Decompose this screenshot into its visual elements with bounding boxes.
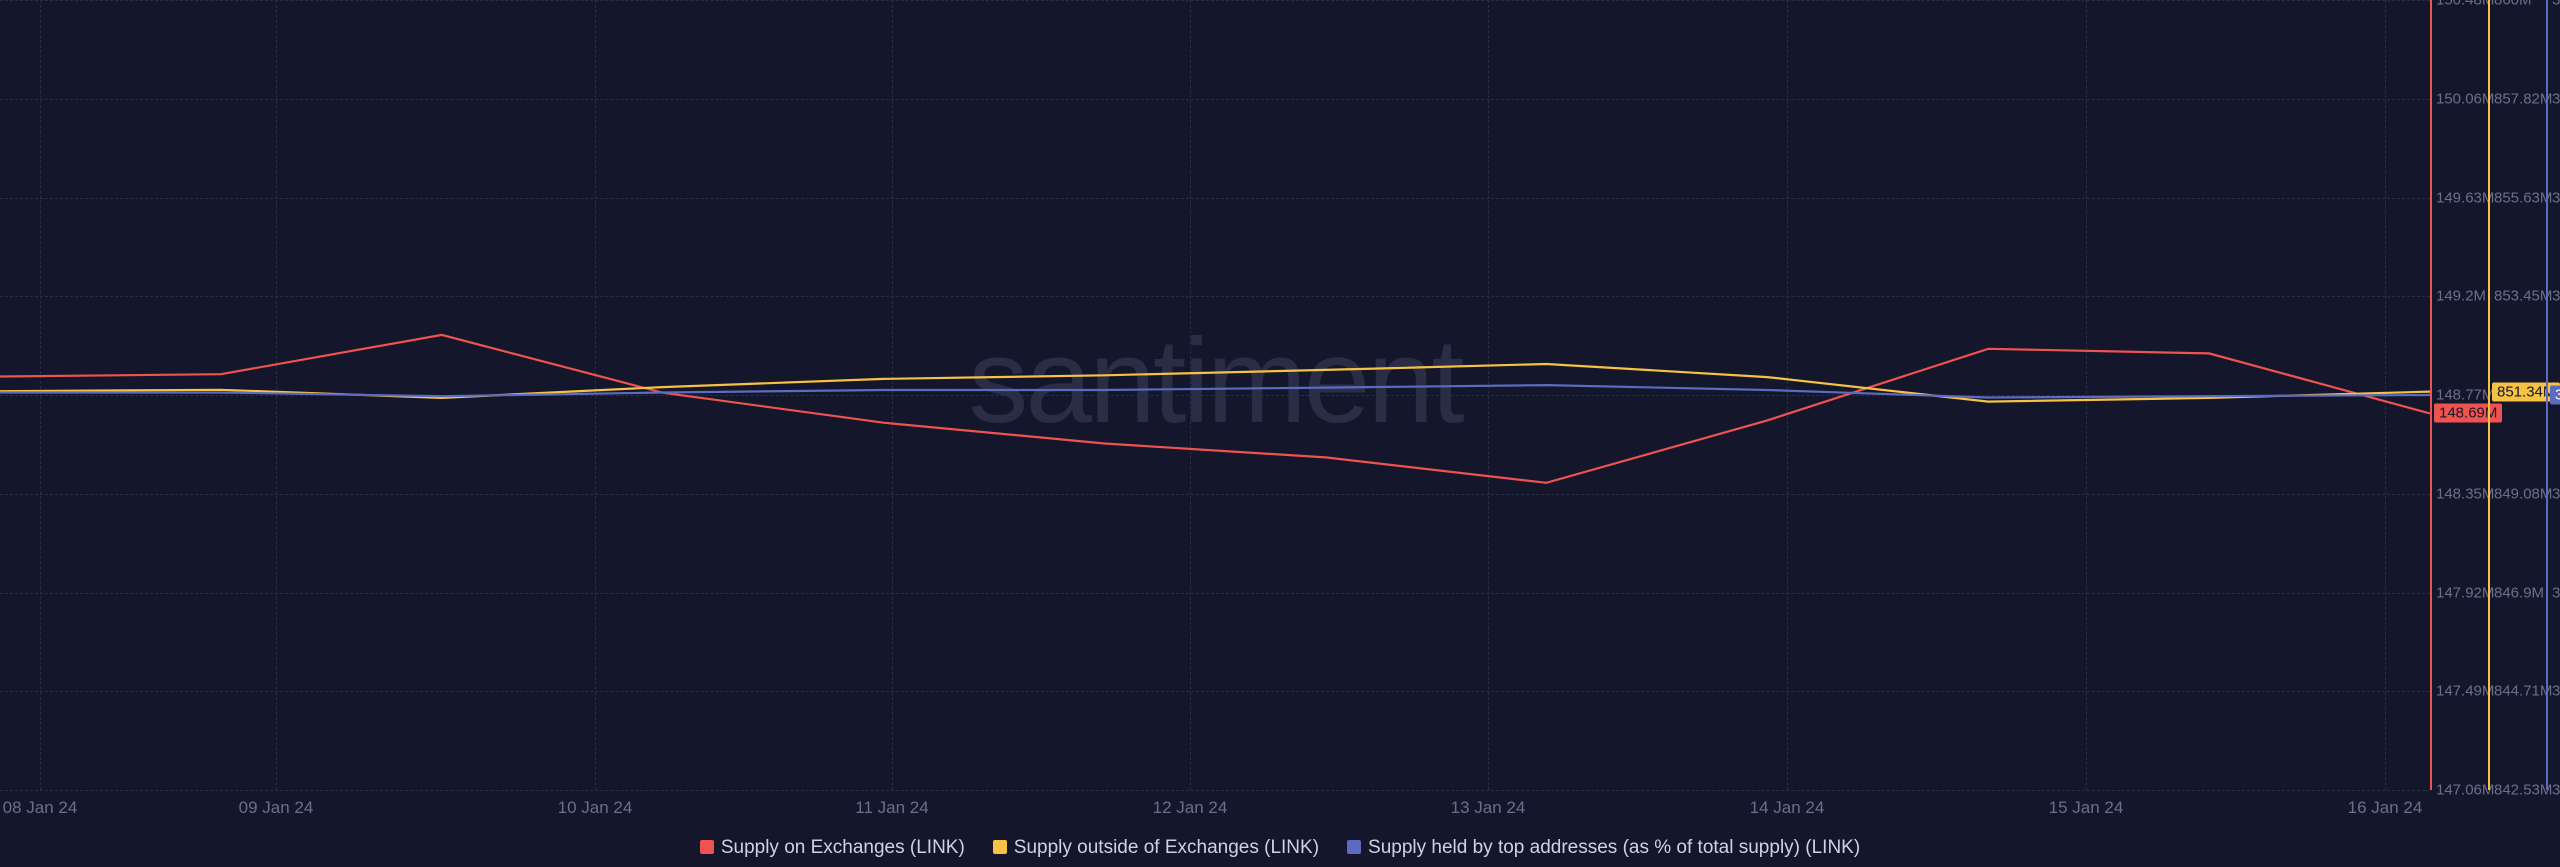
gridline-v xyxy=(276,0,277,790)
y-tick-label: 860M xyxy=(2494,0,2532,9)
legend-item[interactable]: Supply outside of Exchanges (LINK) xyxy=(993,837,1319,859)
axis-color-line xyxy=(2430,0,2432,790)
gridline-h xyxy=(0,593,2430,594)
y-tick-label: 849.08M xyxy=(2494,485,2552,502)
legend-swatch xyxy=(700,840,714,854)
y-tick-label: 147.49M xyxy=(2436,683,2494,700)
gridline-v xyxy=(2086,0,2087,790)
axis-color-line xyxy=(2546,0,2548,790)
gridline-h xyxy=(0,99,2430,100)
chart-container: santiment 08 Jan 24 09 Jan 24 10 Jan 24 11 … xyxy=(0,0,2560,867)
y-tick-label: 32.046 xyxy=(2552,189,2560,206)
x-tick-label: 09 Jan 24 xyxy=(239,798,314,818)
axis-current-marker: 148.69M xyxy=(2434,404,2502,423)
y-tick-label: 149.2M xyxy=(2436,288,2486,305)
x-tick-label: 10 Jan 24 xyxy=(558,798,633,818)
axis-current-marker: 31.886 xyxy=(2550,386,2560,405)
legend-label: Supply on Exchanges (LINK) xyxy=(721,837,965,858)
x-tick-label: 08 Jan 24 xyxy=(3,798,78,818)
gridline-h xyxy=(0,198,2430,199)
gridline-v xyxy=(892,0,893,790)
legend-item[interactable]: Supply on Exchanges (LINK) xyxy=(700,837,965,859)
y-tick-label: 842.53M xyxy=(2494,782,2552,799)
legend-label: Supply outside of Exchanges (LINK) xyxy=(1014,837,1319,858)
legend: Supply on Exchanges (LINK) Supply outside… xyxy=(0,837,2560,859)
y-tick-label: 150.48M xyxy=(2436,0,2494,9)
y-tick-label: 31.727 xyxy=(2552,584,2560,601)
gridline-v xyxy=(2385,0,2386,790)
y-tick-label: 844.71M xyxy=(2494,683,2552,700)
gridline-v xyxy=(595,0,596,790)
y-tick-label: 147.92M xyxy=(2436,584,2494,601)
y-tick-label: 857.82M xyxy=(2494,90,2552,107)
gridline-v xyxy=(1787,0,1788,790)
axis-color-line xyxy=(2488,0,2490,790)
legend-swatch xyxy=(1347,840,1361,854)
gridline-v xyxy=(1190,0,1191,790)
x-tick-label: 16 Jan 24 xyxy=(2348,798,2423,818)
y-tick-label: 853.45M xyxy=(2494,288,2552,305)
y-tick-label: 32.125 xyxy=(2552,90,2560,107)
legend-swatch xyxy=(993,840,1007,854)
gridline-h xyxy=(0,395,2430,396)
x-tick-label: 15 Jan 24 xyxy=(2049,798,2124,818)
y-tick-label: 31.647 xyxy=(2552,683,2560,700)
y-tick-label: 31.806 xyxy=(2552,485,2560,502)
x-tick-label: 11 Jan 24 xyxy=(855,798,928,818)
y-tick-label: 31.567 xyxy=(2552,782,2560,799)
y-tick-label: 148.77M xyxy=(2436,387,2494,404)
y-tick-label: 149.63M xyxy=(2436,189,2494,206)
y-tick-label: 855.63M xyxy=(2494,189,2552,206)
gridline-h xyxy=(0,691,2430,692)
gridline-h xyxy=(0,296,2430,297)
y-tick-label: 150.06M xyxy=(2436,90,2494,107)
gridline-v xyxy=(1488,0,1489,790)
series-line-s1 xyxy=(0,335,2430,483)
plot-area[interactable]: santiment xyxy=(0,0,2430,790)
legend-label: Supply held by top addresses (as % of to… xyxy=(1368,837,1860,858)
y-tick-label: 32.205 xyxy=(2552,0,2560,9)
gridline-v xyxy=(40,0,41,790)
gridline-h xyxy=(0,494,2430,495)
y-tick-label: 846.9M xyxy=(2494,584,2544,601)
y-tick-label: 148.35M xyxy=(2436,485,2494,502)
gridline-h xyxy=(0,0,2430,1)
y-tick-label: 31.966 xyxy=(2552,288,2560,305)
x-tick-label: 14 Jan 24 xyxy=(1750,798,1825,818)
gridline-h xyxy=(0,790,2430,791)
x-tick-label: 13 Jan 24 xyxy=(1451,798,1526,818)
legend-item[interactable]: Supply held by top addresses (as % of to… xyxy=(1347,837,1860,859)
watermark-text: santiment xyxy=(968,312,1461,450)
x-tick-label: 12 Jan 24 xyxy=(1153,798,1228,818)
y-tick-label: 147.06M xyxy=(2436,782,2494,799)
